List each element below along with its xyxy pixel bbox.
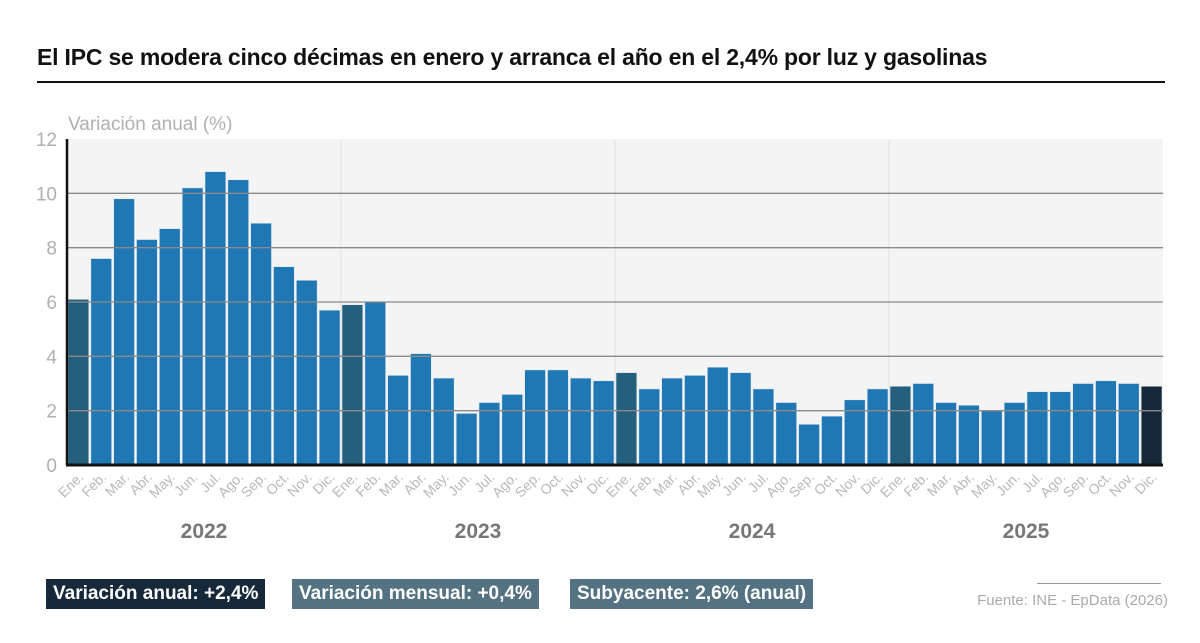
- y-tick-label: 6: [46, 293, 57, 314]
- bar: [570, 377, 592, 466]
- badge-annual-variation: Variación anual: +2,4%: [46, 579, 266, 609]
- bar: [775, 402, 797, 466]
- bar: [684, 375, 706, 466]
- year-label: 2022: [181, 520, 228, 543]
- title-divider: [37, 81, 1165, 83]
- bar: [752, 388, 775, 466]
- bar: [159, 228, 181, 466]
- bar: [1095, 380, 1117, 466]
- bar: [981, 410, 1003, 466]
- year-label: 2024: [729, 520, 776, 543]
- year-label: 2023: [455, 520, 502, 543]
- bar: [1049, 391, 1071, 466]
- y-axis-label: Variación anual (%): [68, 114, 232, 135]
- bar: [912, 383, 934, 466]
- bar: [866, 388, 889, 466]
- bar: [547, 369, 569, 466]
- source-note: Fuente: INE - EpData (2026): [977, 592, 1168, 609]
- bar: [798, 423, 820, 466]
- source-divider: [1037, 583, 1161, 584]
- bar: [387, 375, 409, 466]
- bar: [250, 222, 272, 466]
- bar: [318, 309, 341, 466]
- y-tick-label: 4: [46, 347, 57, 368]
- bar: [433, 377, 455, 466]
- bar: [844, 399, 866, 466]
- bar: [364, 301, 386, 466]
- bar: [889, 385, 912, 466]
- bar: [296, 279, 318, 466]
- bar: [204, 171, 227, 466]
- bar: [638, 388, 660, 466]
- bar: [273, 266, 295, 466]
- bar-chart: Variación anual (%)024681012Ene.Feb.Mar.…: [36, 114, 1163, 543]
- bar: [592, 380, 615, 466]
- bar: [1026, 391, 1049, 466]
- bar: [478, 402, 501, 466]
- bar: [821, 415, 843, 466]
- x-tick-label: Dic.: [1131, 469, 1159, 497]
- badge-core-inflation: Subyacente: 2,6% (anual): [570, 579, 814, 609]
- year-label: 2025: [1003, 520, 1050, 543]
- bar: [1140, 385, 1163, 466]
- chart-title: El IPC se modera cinco décimas en enero …: [37, 44, 988, 70]
- bar: [615, 372, 638, 466]
- badge-monthly-variation: Variación mensual: +0,4%: [292, 579, 539, 609]
- bar: [707, 366, 729, 466]
- bar: [524, 369, 546, 466]
- bar: [935, 402, 957, 466]
- bar: [227, 179, 249, 466]
- bar: [181, 187, 204, 466]
- bar: [729, 372, 752, 466]
- bar: [113, 198, 135, 466]
- y-tick-label: 8: [46, 239, 57, 260]
- bar: [501, 394, 523, 466]
- bar: [1118, 383, 1140, 466]
- bar: [1003, 402, 1026, 466]
- y-tick-label: 12: [36, 130, 57, 151]
- bar: [341, 304, 364, 466]
- y-tick-label: 10: [36, 184, 57, 205]
- bar: [90, 258, 112, 466]
- bar: [455, 413, 478, 466]
- bar: [958, 404, 980, 466]
- bar: [136, 239, 158, 466]
- bar: [67, 298, 90, 466]
- bar: [661, 377, 683, 466]
- y-tick-label: 2: [46, 402, 57, 423]
- y-tick-label: 0: [46, 456, 57, 477]
- bar: [410, 353, 432, 466]
- bar: [1072, 383, 1094, 466]
